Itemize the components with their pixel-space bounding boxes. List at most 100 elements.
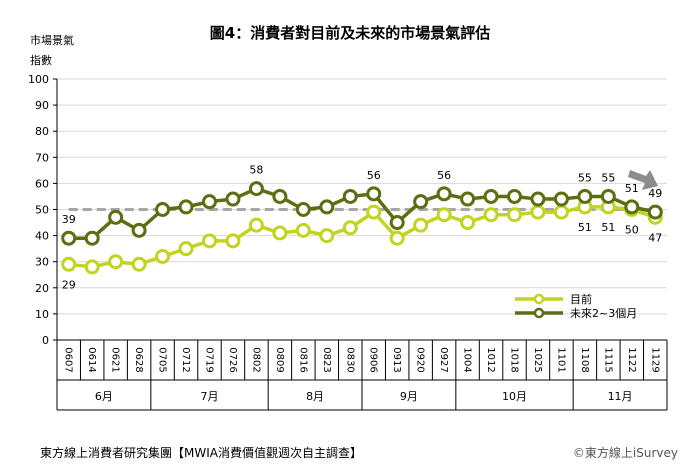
data-point: [366, 186, 382, 202]
chart-title: 圖4：消費者對目前及未來的市場景氣評估: [210, 24, 490, 42]
month-label: 10月: [502, 390, 527, 403]
x-tick-label: 0607: [63, 347, 74, 372]
data-label: 56: [367, 169, 381, 182]
y-tick-label: 50: [35, 204, 49, 217]
data-point: [577, 188, 593, 204]
x-tick-label: 0906: [368, 347, 379, 372]
data-point: [389, 215, 405, 231]
data-point: [483, 188, 499, 204]
month-label: 7月: [201, 390, 219, 403]
data-point: [624, 199, 640, 215]
x-tick-label: 0628: [133, 347, 144, 372]
y-axis-label-line1: 市場景氣: [30, 33, 74, 47]
data-point: [530, 191, 546, 207]
data-point: [108, 209, 124, 225]
x-tick-label: 1122: [626, 347, 637, 372]
data-point: [155, 202, 171, 217]
x-tick-label: 0621: [110, 347, 121, 372]
x-tick-label: 0913: [391, 347, 402, 372]
data-label: 39: [62, 213, 76, 226]
x-tick-label: 0823: [321, 347, 332, 372]
data-point: [155, 248, 171, 264]
series-current: [61, 199, 663, 275]
data-label: 51: [578, 221, 592, 234]
data-label: 51: [625, 182, 639, 195]
x-tick-label: 0712: [180, 347, 191, 372]
data-point: [319, 199, 335, 215]
data-label: 50: [625, 224, 639, 237]
x-tick-label: 1025: [532, 347, 543, 372]
month-label: 9月: [400, 390, 418, 403]
data-point: [272, 188, 288, 204]
data-point: [178, 199, 194, 215]
data-point: [600, 188, 616, 204]
data-point: [342, 220, 358, 236]
legend-label: 未來2~3個月: [570, 307, 637, 320]
x-tick-label: 0816: [297, 347, 308, 372]
month-label: 8月: [306, 390, 324, 403]
data-point: [84, 259, 100, 275]
data-point: [342, 188, 358, 204]
x-tick-label: 0927: [438, 347, 449, 372]
x-tick-label: 0726: [227, 347, 238, 372]
x-tick-label: 1115: [602, 347, 613, 372]
data-label: 51: [601, 221, 615, 234]
y-tick-label: 60: [35, 177, 49, 190]
data-point: [295, 222, 311, 238]
data-point: [225, 191, 241, 207]
x-tick-label: 0719: [204, 347, 215, 372]
x-axis: 0607 0614 0621 0628 0705 0712 0719 0726 0802 0809…: [56, 339, 668, 411]
x-tick-label: 0920: [415, 347, 426, 372]
data-point: [202, 233, 217, 249]
y-axis: 0 10 20 30 40 50 60 70 80 90 100: [28, 73, 58, 347]
data-point: [389, 230, 405, 246]
trend-arrow-icon: [628, 170, 658, 190]
data-point: [248, 217, 264, 233]
data-point: [413, 217, 429, 233]
data-point: [319, 228, 335, 244]
data-point: [413, 194, 429, 210]
x-tick-label: 1108: [579, 347, 590, 372]
month-label: 11月: [608, 390, 633, 403]
data-point: [483, 207, 499, 223]
data-point: [202, 194, 217, 210]
data-point: [460, 215, 476, 231]
data-point: [225, 233, 241, 249]
x-tick-label: 1129: [649, 347, 660, 372]
data-point: [553, 191, 569, 207]
data-point: [131, 222, 147, 238]
y-tick-label: 10: [35, 308, 49, 321]
data-point: [248, 181, 264, 197]
data-point: [460, 191, 476, 207]
y-tick-label: 0: [42, 334, 49, 347]
y-tick-label: 100: [28, 73, 49, 86]
footer-credit: ©東方線上iSurvey: [572, 446, 678, 460]
data-point: [507, 188, 522, 204]
legend-swatch-marker: [533, 307, 545, 319]
data-point: [108, 254, 124, 270]
data-point: [178, 241, 194, 257]
data-point: [366, 204, 382, 220]
data-point: [295, 202, 311, 217]
data-label: 58: [249, 164, 263, 177]
x-tick-label: 1004: [462, 347, 473, 372]
legend-label: 目前: [570, 292, 592, 306]
data-point: [436, 207, 452, 223]
x-tick-label: 1012: [485, 347, 496, 372]
y-tick-label: 20: [35, 282, 49, 295]
legend-swatch-marker: [533, 293, 545, 305]
data-label: 55: [578, 171, 592, 184]
data-point: [553, 204, 569, 220]
month-label: 6月: [95, 390, 113, 403]
data-point: [436, 186, 452, 202]
x-tick-label: 0705: [157, 347, 168, 372]
x-tick-label: 1101: [555, 347, 566, 372]
data-label: 56: [437, 169, 451, 182]
data-labels: 29 51 51 50 47 39 58 56 56 55 55 51 49: [62, 164, 663, 292]
x-tick-label: 0830: [344, 347, 355, 372]
y-tick-label: 30: [35, 256, 49, 269]
data-point: [507, 207, 522, 223]
data-point: [530, 204, 546, 220]
x-tick-label: 0614: [86, 347, 97, 372]
